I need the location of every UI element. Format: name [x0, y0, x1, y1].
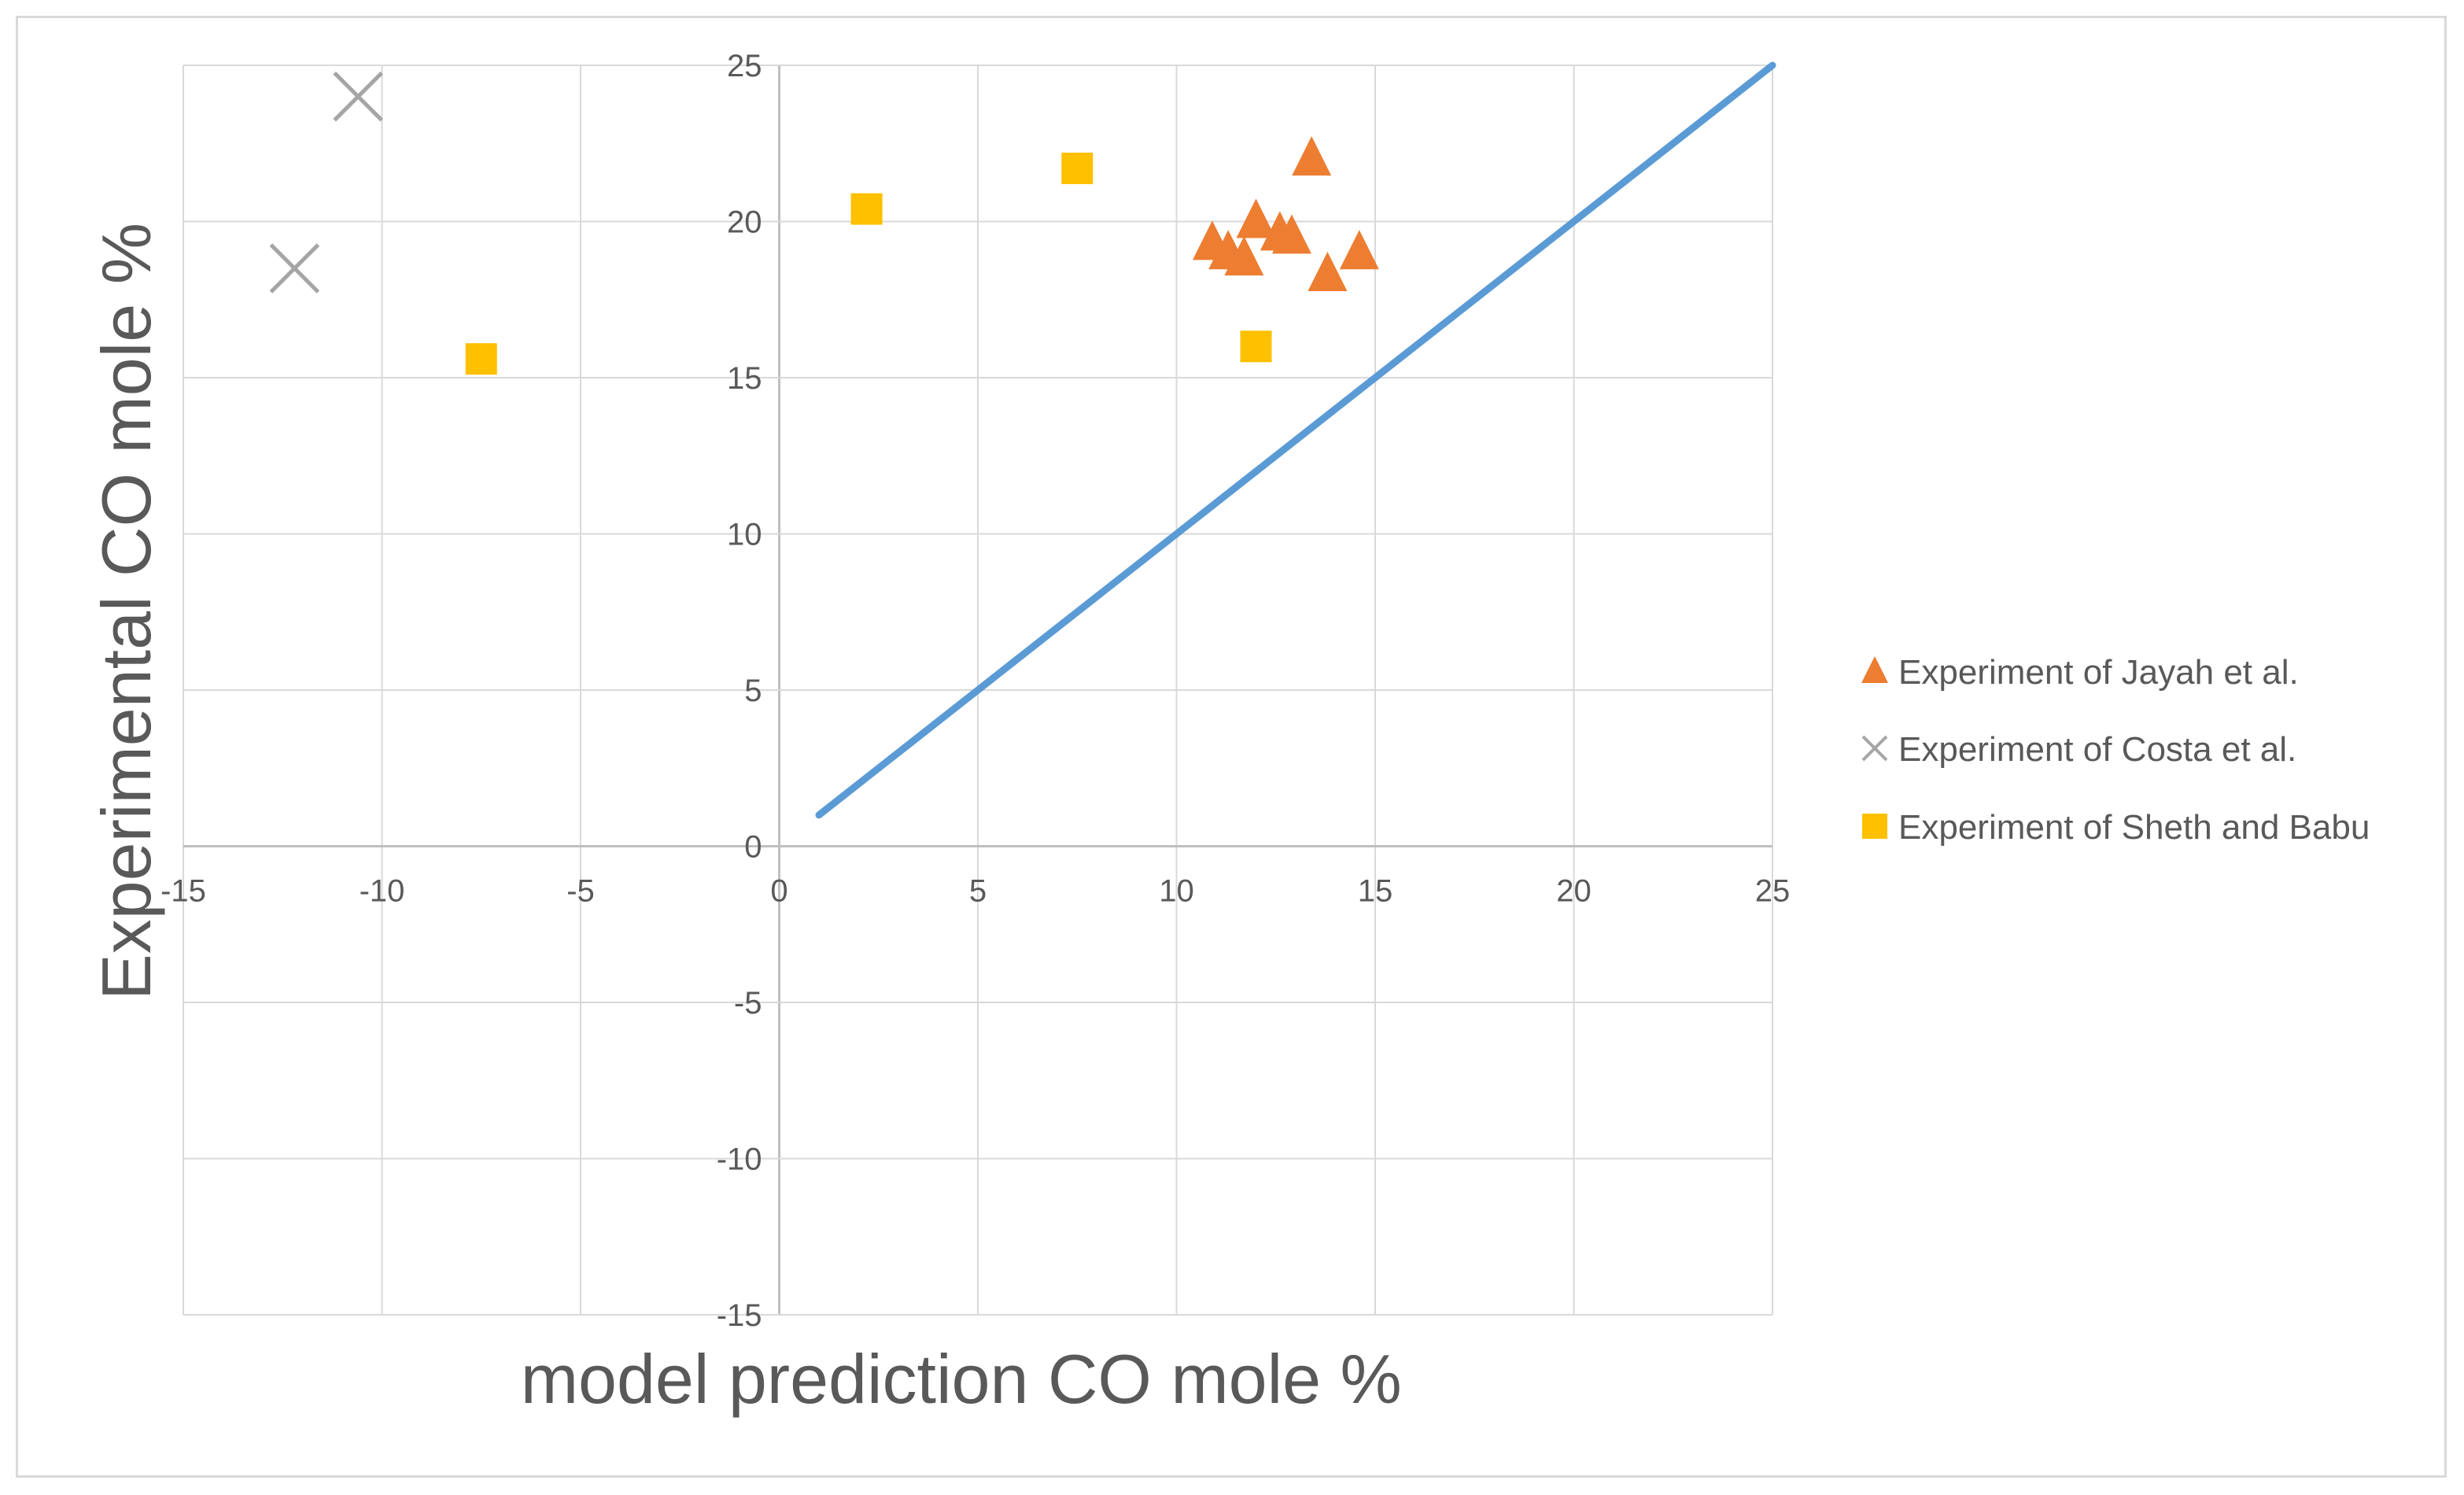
y-tick-label: 10: [727, 518, 762, 552]
tick-labels: -15 -10 -5 0 5 10 15 20 25 -15 -10 -5 0 5 10 15 20 25: [160, 49, 1790, 1333]
data-point-triangle: [1292, 136, 1332, 176]
x-tick-label: 0: [770, 874, 788, 909]
data-point-x: [269, 243, 320, 293]
legend-label-costa: Experiment of Costa et al.: [1898, 730, 2296, 769]
y-tick-label: 20: [727, 205, 762, 240]
data-point-triangle: [1339, 230, 1379, 270]
legend-marker-triangle: [1861, 656, 1888, 683]
data-point-triangle: [1308, 252, 1348, 292]
reference-line-layer: [815, 61, 1776, 819]
y-tick-label: -15: [717, 1298, 762, 1333]
x-tick-label: 20: [1556, 874, 1592, 909]
data-point-triangle: [1271, 214, 1311, 254]
data-point-square: [1061, 153, 1094, 185]
legend-label-jayah: Experiment of Jayah et al.: [1898, 653, 2299, 692]
x-tick-label: 10: [1159, 874, 1194, 909]
x-tick-label: 15: [1358, 874, 1393, 909]
data-point-triangle: [1236, 198, 1276, 238]
reference-line: [815, 61, 1776, 819]
chart-area: -15 -10 -5 0 5 10 15 20 25 -15 -10 -5 0 5 10 15 20 25 mod…: [16, 16, 2447, 1478]
data-point-square: [465, 343, 497, 375]
x-tick-label: 25: [1755, 874, 1791, 909]
y-tick-label: 15: [727, 361, 762, 396]
x-axis-title: model prediction CO mole %: [521, 1340, 1402, 1418]
data-point-square: [1240, 330, 1272, 363]
legend-item-sheth-babu: Experiment of Sheth and Babu: [1862, 808, 2370, 847]
x-stroke: [1861, 735, 1888, 762]
x-stroke: [269, 243, 320, 293]
y-axis-title: Experimental CO mole %: [87, 223, 165, 1000]
y-tick-label: 0: [744, 830, 762, 865]
legend-item-jayah: Experiment of Jayah et al.: [1861, 653, 2299, 692]
legend: Experiment of Jayah et al. Experiment of…: [1861, 653, 2370, 847]
data-point-square: [850, 193, 883, 225]
x-stroke: [333, 71, 383, 122]
x-tick-label: -5: [566, 874, 595, 909]
data-point-triangle: [1224, 236, 1264, 276]
data-point-x: [333, 71, 383, 122]
data-points: [269, 71, 1379, 375]
x-tick-label: -10: [360, 874, 405, 909]
y-tick-label: 5: [744, 674, 762, 708]
legend-marker-square: [1862, 814, 1887, 839]
legend-marker-x: [1861, 735, 1888, 762]
legend-item-costa: Experiment of Costa et al.: [1861, 730, 2296, 769]
legend-label-sheth-babu: Experiment of Sheth and Babu: [1898, 808, 2370, 847]
x-tick-label: -15: [160, 874, 206, 909]
y-tick-label: -10: [717, 1142, 762, 1177]
y-tick-label: -5: [734, 986, 762, 1021]
scatter-chart: -15 -10 -5 0 5 10 15 20 25 -15 -10 -5 0 5 10 15 20 25 mod…: [87, 49, 2370, 1418]
y-tick-label: 25: [727, 49, 762, 83]
x-tick-label: 5: [969, 874, 987, 909]
